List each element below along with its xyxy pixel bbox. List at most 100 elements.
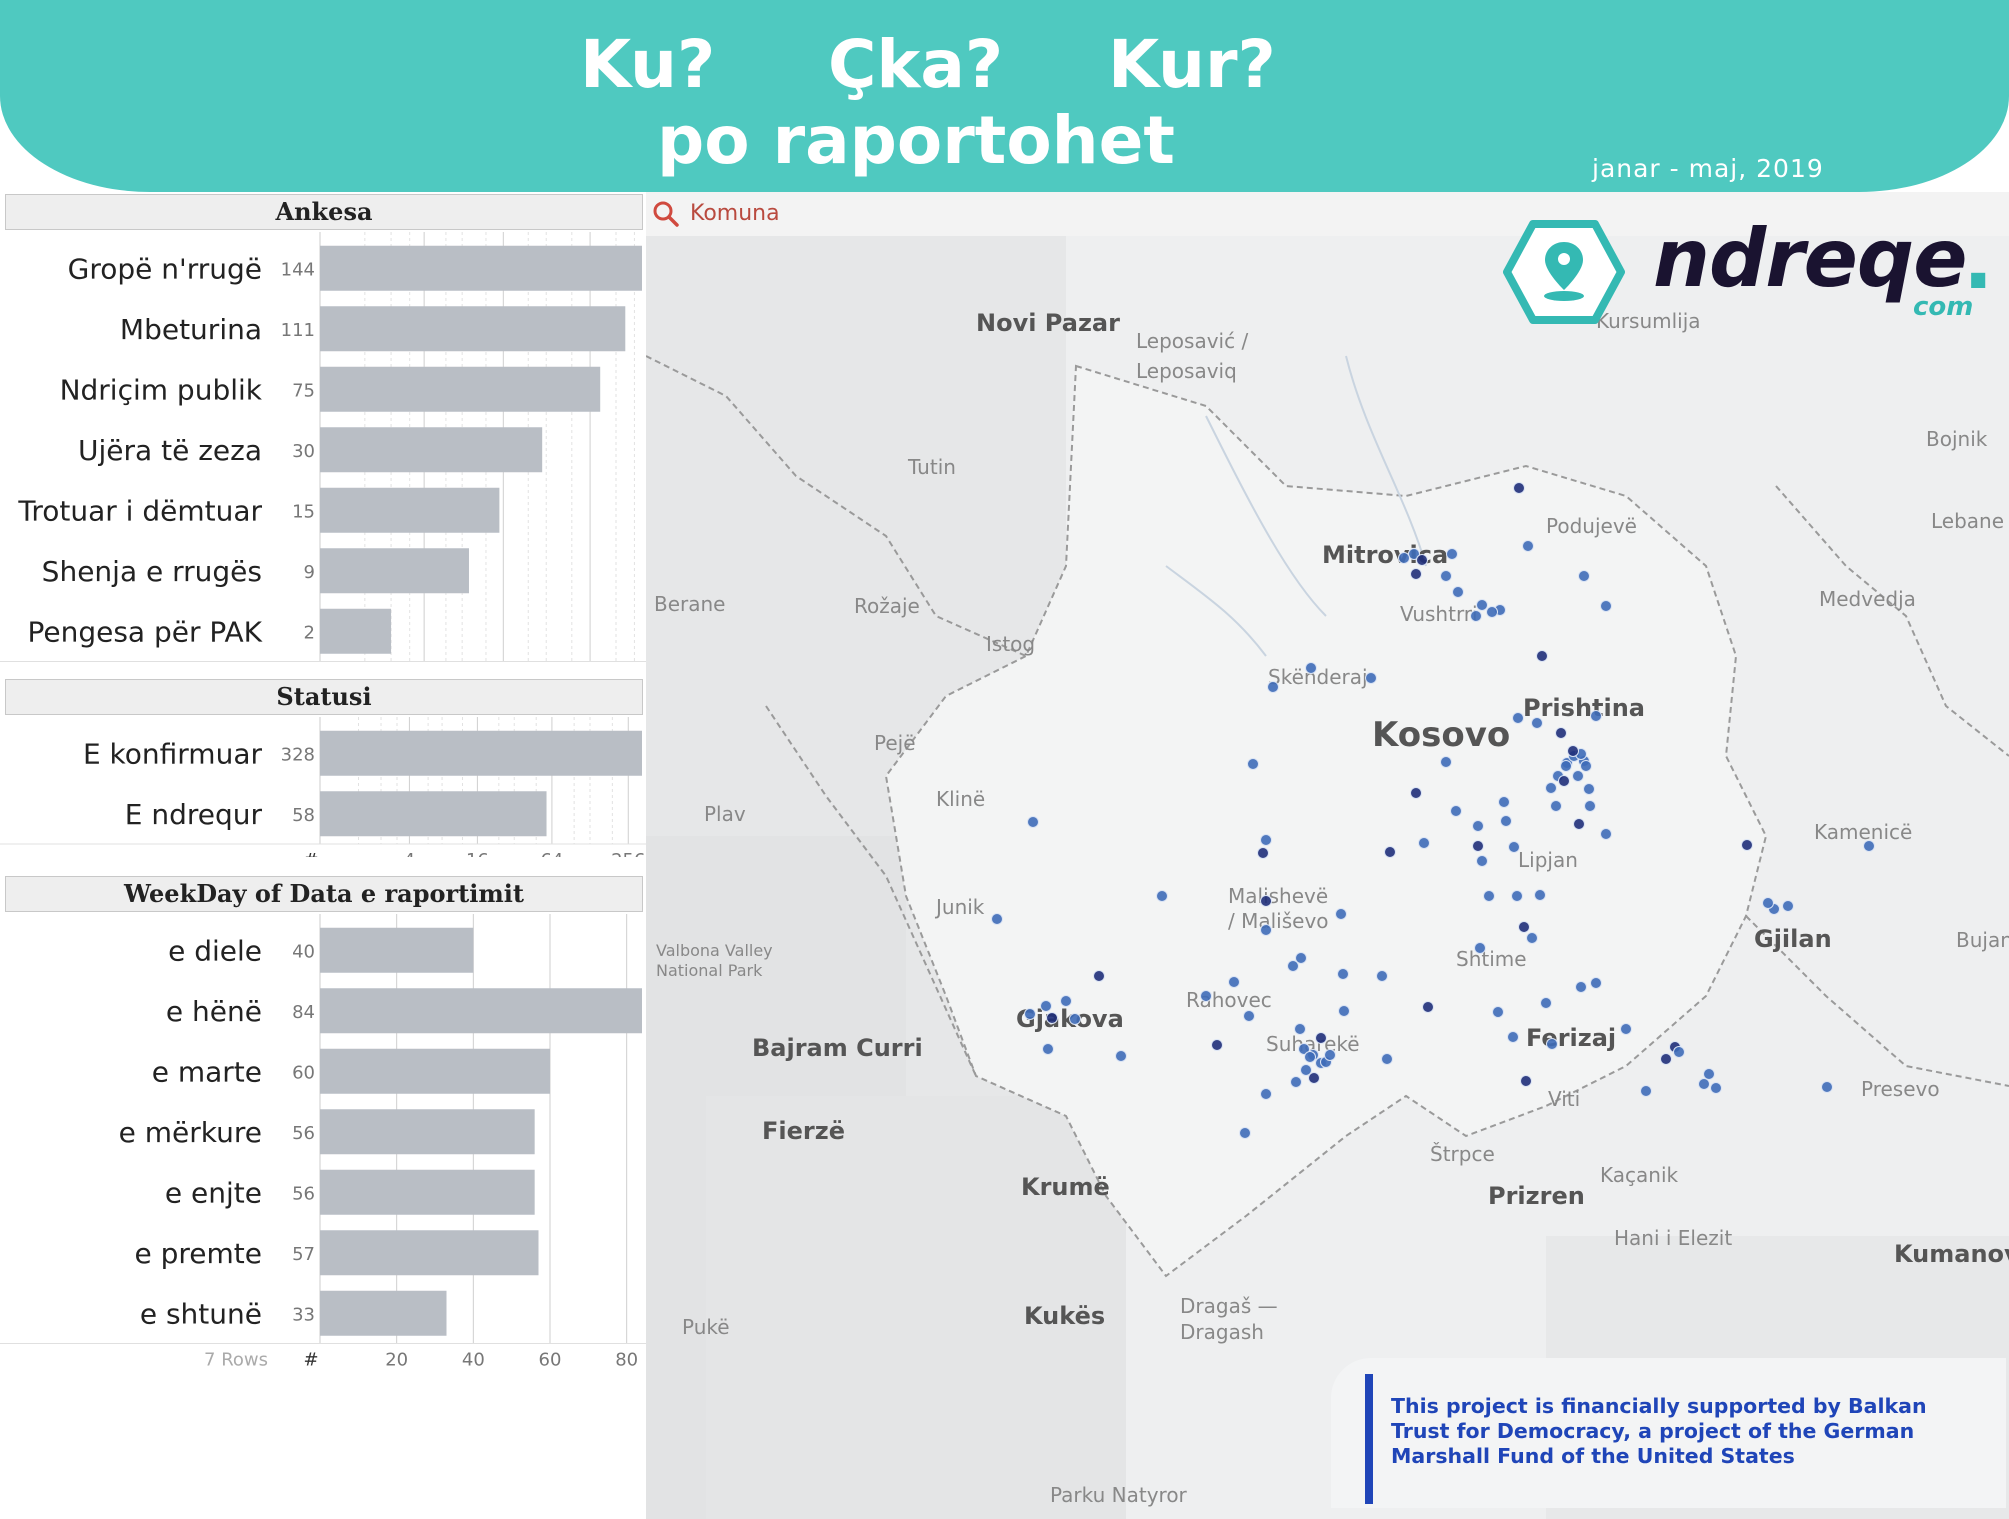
bar[interactable]: [320, 1109, 535, 1155]
report-marker[interactable]: [1384, 846, 1396, 858]
bar[interactable]: [320, 245, 642, 291]
report-marker[interactable]: [1243, 1010, 1255, 1022]
report-marker[interactable]: [1580, 760, 1592, 772]
report-marker[interactable]: [1555, 727, 1567, 739]
bar[interactable]: [320, 306, 626, 352]
report-marker[interactable]: [1042, 1043, 1054, 1055]
report-marker[interactable]: [1287, 960, 1299, 972]
report-marker[interactable]: [1590, 977, 1602, 989]
report-marker[interactable]: [1741, 839, 1753, 851]
report-marker[interactable]: [1534, 889, 1546, 901]
komuna-search-bar[interactable]: Komuna: [646, 192, 2009, 236]
bar[interactable]: [320, 1048, 550, 1094]
report-marker[interactable]: [1520, 1075, 1532, 1087]
report-marker[interactable]: [1531, 717, 1543, 729]
report-marker[interactable]: [1267, 681, 1279, 693]
report-marker[interactable]: [1408, 548, 1420, 560]
report-marker[interactable]: [1418, 837, 1430, 849]
bar[interactable]: [320, 366, 601, 412]
report-marker[interactable]: [1211, 1039, 1223, 1051]
report-marker[interactable]: [1450, 805, 1462, 817]
report-marker[interactable]: [1257, 847, 1269, 859]
report-marker[interactable]: [1518, 921, 1530, 933]
bar[interactable]: [320, 1290, 447, 1336]
report-marker[interactable]: [1260, 1088, 1272, 1100]
report-marker[interactable]: [1498, 796, 1510, 808]
report-marker[interactable]: [1476, 599, 1488, 611]
report-marker[interactable]: [1640, 1085, 1652, 1097]
report-marker[interactable]: [1295, 952, 1307, 964]
bar[interactable]: [320, 1169, 535, 1215]
report-marker[interactable]: [1422, 1001, 1434, 1013]
report-marker[interactable]: [1703, 1068, 1715, 1080]
search-icon[interactable]: [652, 200, 680, 228]
report-marker[interactable]: [1472, 840, 1484, 852]
report-marker[interactable]: [1572, 770, 1584, 782]
report-marker[interactable]: [1305, 662, 1317, 674]
report-marker[interactable]: [1156, 890, 1168, 902]
report-marker[interactable]: [1381, 1053, 1393, 1065]
report-marker[interactable]: [1410, 568, 1422, 580]
report-marker[interactable]: [1573, 818, 1585, 830]
report-marker[interactable]: [1540, 997, 1552, 1009]
report-marker[interactable]: [1660, 1053, 1672, 1065]
report-marker[interactable]: [1483, 890, 1495, 902]
report-marker[interactable]: [1290, 1076, 1302, 1088]
bar[interactable]: [320, 427, 543, 473]
report-marker[interactable]: [1308, 1072, 1320, 1084]
report-marker[interactable]: [1228, 976, 1240, 988]
report-marker[interactable]: [1821, 1081, 1833, 1093]
bar[interactable]: [320, 791, 547, 837]
report-marker[interactable]: [1710, 1082, 1722, 1094]
report-marker[interactable]: [1567, 745, 1579, 757]
report-marker[interactable]: [1782, 900, 1794, 912]
report-marker[interactable]: [1093, 970, 1105, 982]
report-marker[interactable]: [1500, 815, 1512, 827]
report-marker[interactable]: [1300, 1064, 1312, 1076]
map-canvas[interactable]: Novi Pazar Leposavić / Leposaviq Kursumlija…: [646, 236, 2009, 1519]
report-marker[interactable]: [1558, 775, 1570, 787]
report-marker[interactable]: [1239, 1127, 1251, 1139]
report-marker[interactable]: [1511, 890, 1523, 902]
report-marker[interactable]: [991, 913, 1003, 925]
report-marker[interactable]: [1698, 1078, 1710, 1090]
report-marker[interactable]: [1337, 968, 1349, 980]
report-marker[interactable]: [1335, 908, 1347, 920]
report-marker[interactable]: [1583, 783, 1595, 795]
report-marker[interactable]: [1600, 828, 1612, 840]
report-marker[interactable]: [1472, 820, 1484, 832]
report-marker[interactable]: [1260, 834, 1272, 846]
report-marker[interactable]: [1863, 840, 1875, 852]
report-marker[interactable]: [1508, 841, 1520, 853]
report-marker[interactable]: [1416, 554, 1428, 566]
report-marker[interactable]: [1474, 942, 1486, 954]
report-marker[interactable]: [1522, 540, 1534, 552]
report-marker[interactable]: [1365, 672, 1377, 684]
report-marker[interactable]: [1578, 570, 1590, 582]
report-marker[interactable]: [1046, 1012, 1058, 1024]
report-marker[interactable]: [1410, 787, 1422, 799]
report-marker[interactable]: [1476, 855, 1488, 867]
report-marker[interactable]: [1260, 924, 1272, 936]
bar[interactable]: [320, 1230, 539, 1276]
report-marker[interactable]: [1247, 758, 1259, 770]
bar[interactable]: [320, 988, 642, 1034]
report-marker[interactable]: [1376, 970, 1388, 982]
report-marker[interactable]: [1575, 981, 1587, 993]
report-marker[interactable]: [1507, 1031, 1519, 1043]
report-marker[interactable]: [1440, 756, 1452, 768]
report-marker[interactable]: [1470, 610, 1482, 622]
report-marker[interactable]: [1492, 1006, 1504, 1018]
bar[interactable]: [320, 487, 500, 533]
report-marker[interactable]: [1762, 897, 1774, 909]
report-marker[interactable]: [1294, 1023, 1306, 1035]
report-marker[interactable]: [1590, 710, 1602, 722]
report-marker[interactable]: [1546, 1038, 1558, 1050]
report-marker[interactable]: [1512, 712, 1524, 724]
report-marker[interactable]: [1526, 932, 1538, 944]
report-marker[interactable]: [1440, 570, 1452, 582]
report-marker[interactable]: [1446, 548, 1458, 560]
report-marker[interactable]: [1620, 1023, 1632, 1035]
report-marker[interactable]: [1315, 1032, 1327, 1044]
report-marker[interactable]: [1560, 760, 1572, 772]
